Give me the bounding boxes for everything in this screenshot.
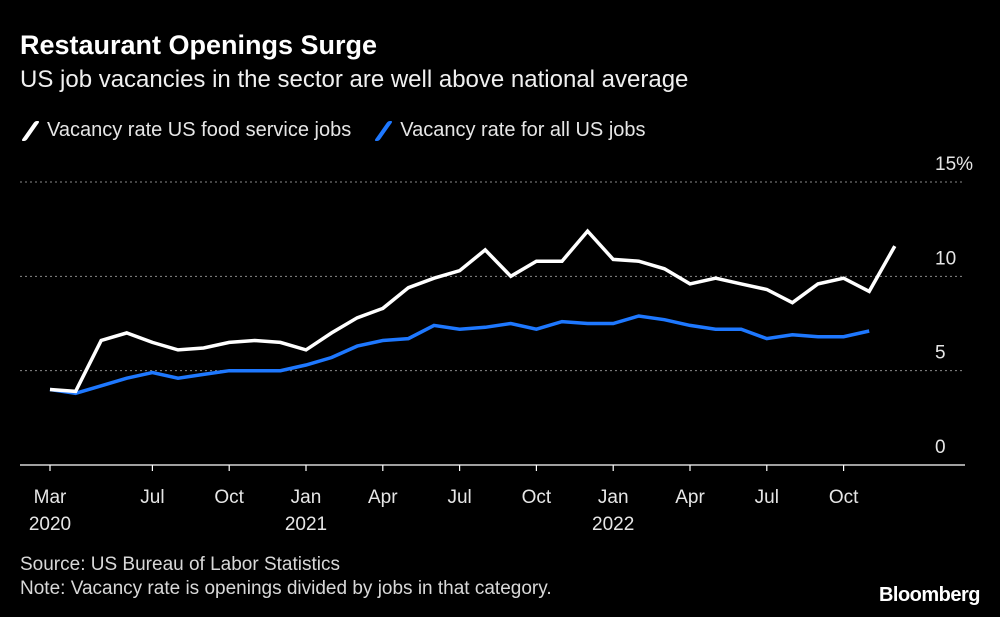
legend-item-all-jobs: Vacancy rate for all US jobs [373, 119, 646, 142]
x-tick-label: Jul [140, 487, 164, 508]
x-tick-label: Oct [829, 487, 859, 508]
x-tick-label: Oct [522, 487, 552, 508]
y-tick-label: 5 [935, 343, 946, 364]
legend-label: Vacancy rate for all US jobs [400, 119, 646, 141]
legend-item-food-service: Vacancy rate US food service jobs [20, 119, 351, 142]
x-tick-label: Apr [675, 487, 705, 508]
x-tick-label: Apr [368, 487, 398, 508]
series-line-all-jobs [49, 314, 870, 396]
x-tick-label: Jul [755, 487, 779, 508]
x-tick-label: Jul [447, 487, 471, 508]
x-tick-label: Oct [214, 487, 244, 508]
x-tick-label: Jan [598, 487, 629, 508]
y-tick-label: 10 [935, 248, 956, 269]
source-note: Source: US Bureau of Labor Statistics [20, 554, 340, 575]
legend-label: Vacancy rate US food service jobs [47, 119, 352, 141]
y-tick-label: 15% [935, 154, 973, 175]
series-line-food-service [49, 228, 897, 394]
x-tick-year-label: 2021 [285, 514, 327, 535]
chart-subtitle: US job vacancies in the sector are well … [20, 66, 689, 93]
legend: Vacancy rate US food service jobs Vacanc… [20, 119, 668, 142]
x-tick-year-label: 2020 [29, 514, 71, 535]
x-tick-year-label: 2022 [592, 514, 634, 535]
x-tick-label: Jan [291, 487, 322, 508]
y-tick-label: 0 [935, 437, 946, 458]
footnote: Note: Vacancy rate is openings divided b… [20, 578, 552, 599]
bloomberg-logo: Bloomberg [878, 584, 981, 606]
chart-title: Restaurant Openings Surge [20, 30, 378, 60]
x-tick-label: Mar [34, 487, 67, 508]
